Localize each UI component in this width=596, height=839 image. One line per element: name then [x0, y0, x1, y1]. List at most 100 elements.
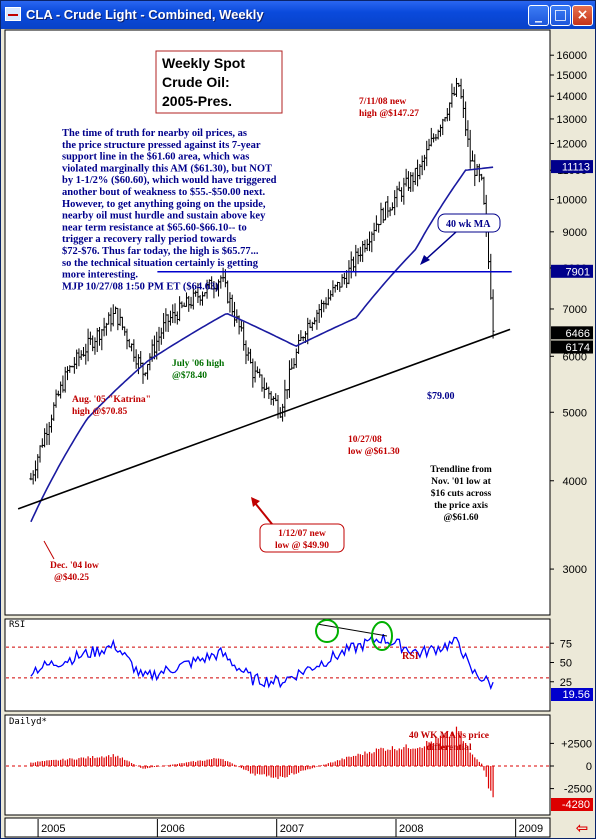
scroll-left-arrow-icon[interactable]: ⇦ — [576, 819, 589, 837]
close-button[interactable]: × — [572, 5, 593, 26]
price-tag-label: 6174 — [566, 342, 590, 354]
annotation-dec04-line-1: Dec. '04 low — [50, 561, 99, 571]
price-tag-box — [551, 160, 593, 174]
commentary-line: trigger a recovery rally period towards — [62, 234, 236, 245]
differential-last-value: -4280 — [562, 799, 590, 811]
price-tick-label: 3000 — [563, 564, 587, 576]
annotation-july06: July '06 high @$78.40 — [172, 359, 225, 381]
chart-canvas[interactable]: 3000400050006000700080009000100001100012… — [4, 29, 594, 838]
price-tag-label: 6466 — [566, 328, 590, 340]
annotation-low-0107-line-1: 1/12/07 new — [278, 529, 326, 539]
commentary-line: more interesting. — [62, 270, 138, 281]
rsi-last-value-tag: 19.56 — [551, 688, 593, 701]
maximize-button[interactable]: □ — [550, 5, 571, 26]
ma-label: 40 wk MA — [446, 219, 491, 230]
year-label: 2006 — [160, 823, 184, 835]
year-label: 2009 — [519, 823, 543, 835]
price-tag-label: 7901 — [566, 266, 590, 278]
commentary-line: so the technical situation certainly is … — [62, 258, 259, 269]
annotation-katrina-line-1: Aug. '05 "Katrina" — [72, 395, 151, 405]
year-label: 2008 — [399, 823, 423, 835]
differential-last-value-tag: -4280 — [551, 798, 593, 811]
annotation-trendline: Trendline from Nov. '01 low at $16 cuts … — [430, 465, 492, 523]
time-axis: 2005 2006 2007 2008 2009 — [37, 819, 543, 837]
annotation-low-1008-line-2: low @$61.30 — [348, 446, 400, 457]
differential-axis: -2500 0 +2500 — [550, 738, 592, 796]
commentary-line: near term resistance at $65.60-$66.10-- … — [62, 222, 247, 233]
price-tick-label: 10000 — [556, 194, 587, 206]
rsi-last-value: 19.56 — [562, 689, 590, 701]
annotation-ma: 40 wk MA — [420, 213, 501, 265]
trendline-note-line-3: $16 cuts across — [431, 488, 492, 499]
trendline-note-line-4: the price axis — [434, 501, 488, 511]
annotation-july06-line-2: @$78.40 — [172, 370, 207, 381]
commentary-line: nearby oil must hurdle and sustain above… — [62, 211, 266, 222]
differential-annotation: 40 WK MA vs price differential — [409, 731, 489, 753]
annotation-dec04-line-2: @$40.25 — [54, 572, 89, 583]
rsi-tick-label: 75 — [560, 638, 572, 650]
price-tags: 11113 7901 6466 6174 — [551, 160, 593, 354]
resistance-label: $79.00 — [427, 391, 455, 402]
commentary-text: The time of truth for nearby oil prices,… — [62, 128, 277, 292]
rsi-peak-circle-1 — [315, 619, 339, 643]
ma40-line — [30, 166, 494, 523]
rsi-panel — [4, 618, 551, 712]
trendline-note-line-2: Nov. '01 low at — [431, 477, 491, 487]
annotation-low-0107: 1/12/07 new low @ $49.90 — [251, 497, 345, 553]
price-tick-label: 15000 — [556, 70, 587, 82]
commentary-line: However, to get anything going on the up… — [62, 199, 266, 210]
commentary-line: violated marginally this AM ($61.30), bu… — [62, 163, 272, 174]
rsi-tick-label: 25 — [560, 677, 572, 689]
title-line-3: 2005-Pres. — [162, 93, 232, 109]
price-tick-label: 12000 — [556, 139, 587, 151]
price-panel — [4, 29, 551, 616]
annotation-low-1008: 10/27/08 low @$61.30 — [348, 435, 400, 457]
time-axis-panel — [4, 817, 551, 838]
annotation-low-0107-line-2: low @ $49.90 — [275, 540, 329, 551]
differential-tick-label: +2500 — [561, 738, 592, 750]
commentary-line: by 1-1/2% ($60.60), which would have tri… — [62, 175, 277, 186]
commentary-line: MJP 10/27/08 1:50 PM ET ($64.63) — [62, 281, 219, 292]
title-bar[interactable]: CLA - Crude Light - Combined, Weekly _ □… — [1, 1, 595, 29]
annotation-high-line-1: 7/11/08 new — [359, 97, 406, 107]
annotation-katrina: Aug. '05 "Katrina" high @$70.85 — [72, 395, 151, 417]
price-tag-box — [551, 340, 593, 354]
price-tick-label: 4000 — [563, 476, 587, 488]
commentary-line: The time of truth for nearby oil prices,… — [62, 128, 247, 139]
title-line-1: Weekly Spot — [162, 55, 245, 71]
chart-app-icon — [5, 7, 21, 21]
rsi-tick-label: 50 — [560, 658, 572, 670]
price-tick-label: 14000 — [556, 91, 587, 103]
commentary-line: support line in the $61.60 area, which w… — [62, 152, 249, 163]
rsi-panel-label: RSI — [9, 620, 25, 630]
commentary-line: another bout of weakness to $55.-$50.00 … — [62, 187, 265, 198]
price-tick-label: 6000 — [563, 351, 587, 363]
price-tick-label: 7000 — [563, 304, 587, 316]
support-trendline — [17, 328, 511, 510]
annotation-low-1008-line-1: 10/27/08 — [348, 435, 382, 445]
title-line-2: Crude Oil: — [162, 74, 230, 90]
annotation-dec04: Dec. '04 low @$40.25 — [43, 540, 99, 583]
year-label: 2007 — [280, 823, 304, 835]
differential-panel-label: Dailyd* — [9, 717, 47, 727]
price-tick-label: 13000 — [556, 114, 587, 126]
minimize-button[interactable]: _ — [528, 5, 549, 26]
rsi-axis: 25 50 75 — [550, 638, 572, 689]
trendline-note-line-1: Trendline from — [430, 465, 492, 475]
annotation-high-0708: 7/11/08 new high @$147.27 — [359, 97, 419, 119]
price-tag-box — [551, 264, 593, 278]
price-tick-label: 5000 — [563, 407, 587, 419]
commentary-line: $72-$76. Thus far today, the high is $65… — [62, 246, 259, 257]
rsi-line — [30, 634, 494, 691]
annotation-katrina-line-2: high @$70.85 — [72, 406, 128, 417]
price-tick-label: 16000 — [556, 50, 587, 62]
trendline-note-line-5: @$61.60 — [444, 512, 479, 523]
differential-tick-label: 0 — [586, 761, 592, 773]
rsi-peak-circle-2 — [371, 621, 393, 651]
commentary-line: the price structure pressed against its … — [62, 140, 261, 151]
differential-bars — [30, 726, 494, 798]
price-tag-box — [551, 326, 593, 340]
annotation-july06-line-1: July '06 high — [172, 359, 225, 369]
window-title: CLA - Crude Light - Combined, Weekly — [26, 7, 264, 22]
